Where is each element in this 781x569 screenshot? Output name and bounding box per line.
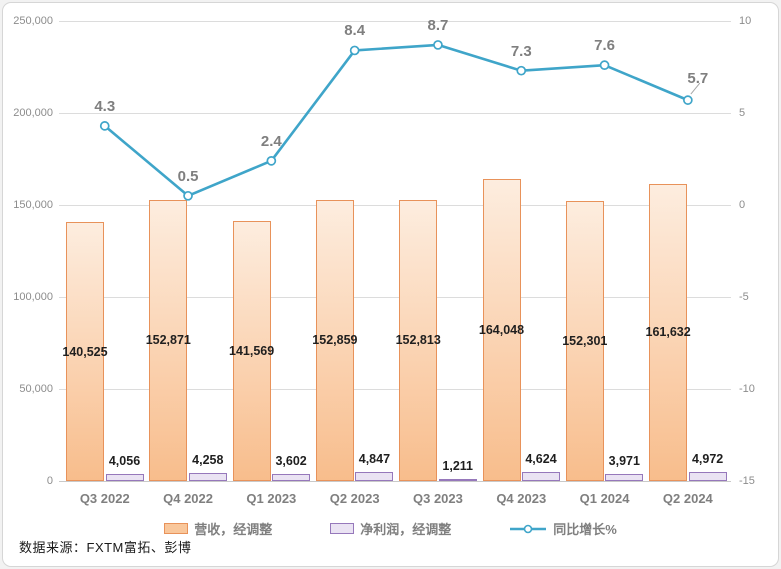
legend-item-profit: 净利润，经调整 xyxy=(330,519,451,538)
revenue-bar xyxy=(232,220,271,481)
profit-bar xyxy=(605,473,644,481)
x-axis-label: Q2 2024 xyxy=(662,491,713,506)
right-axis-tick: -10 xyxy=(739,382,755,395)
revenue-bar xyxy=(482,179,521,481)
profit-bar xyxy=(438,478,477,481)
right-axis-tick: 0 xyxy=(739,198,746,211)
gridline xyxy=(59,113,731,114)
gridline xyxy=(59,481,731,482)
growth-point-marker xyxy=(599,60,610,71)
growth-value-label: 5.7 xyxy=(687,70,709,88)
x-axis-label: Q1 2024 xyxy=(579,491,630,506)
x-axis-label: Q3 2022 xyxy=(79,491,130,506)
growth-value-label: 0.5 xyxy=(177,167,199,185)
revenue-value-label: 152,301 xyxy=(562,333,608,348)
profit-value-label: 4,258 xyxy=(192,453,224,468)
profit-value-label: 3,602 xyxy=(275,454,307,469)
left-axis-tick: 200,000 xyxy=(13,106,53,119)
left-axis-tick: 0 xyxy=(46,474,53,487)
growth-value-label: 8.4 xyxy=(344,22,366,40)
growth-value-label: 7.6 xyxy=(594,37,615,55)
x-axis-label: Q4 2022 xyxy=(163,491,213,506)
revenue-value-label: 152,871 xyxy=(145,333,191,348)
x-axis-label: Q3 2023 xyxy=(413,491,463,506)
revenue-value-label: 152,859 xyxy=(312,333,358,348)
growth-point-marker xyxy=(183,190,193,201)
profit-value-label: 4,056 xyxy=(108,453,141,468)
x-axis-label: Q2 2023 xyxy=(329,491,380,506)
profit-bar xyxy=(105,473,144,481)
x-axis-label: Q1 2023 xyxy=(246,491,297,506)
profit-value-label: 3,971 xyxy=(608,453,640,468)
gridline xyxy=(59,389,731,390)
revenue-bar xyxy=(565,200,604,481)
growth-point-marker xyxy=(682,95,693,105)
x-axis-label: Q4 2023 xyxy=(496,491,547,506)
right-axis-tick: -5 xyxy=(739,290,749,303)
revenue-swatch-icon xyxy=(164,523,189,534)
legend-item-revenue: 营收，经调整 xyxy=(164,519,272,538)
gridline xyxy=(59,21,731,22)
source-note: 数据来源：FXTM富拓、彭博 xyxy=(19,540,192,555)
left-axis-tick: 100,000 xyxy=(13,290,53,303)
growth-point-marker xyxy=(99,121,110,131)
revenue-value-label: 161,632 xyxy=(645,325,691,340)
profit-value-label: 4,972 xyxy=(691,451,724,466)
profit-bar xyxy=(522,472,560,481)
revenue-value-label: 164,048 xyxy=(478,323,525,338)
right-axis-tick: 10 xyxy=(739,14,752,27)
growth-value-label: 7.3 xyxy=(510,42,532,60)
growth-point-marker xyxy=(433,40,443,50)
line-marker-swatch-icon xyxy=(510,524,547,533)
revenue-bar xyxy=(315,199,354,481)
right-axis-tick: 5 xyxy=(739,106,746,119)
left-axis-tick: 150,000 xyxy=(13,198,53,211)
revenue-bar xyxy=(149,199,188,481)
profit-value-label: 4,624 xyxy=(525,452,557,467)
profit-bar xyxy=(272,474,311,481)
legend-item-growth: 同比增长% xyxy=(509,519,617,538)
profit-value-label: 4,847 xyxy=(358,452,391,467)
profit-swatch-icon xyxy=(330,523,355,534)
left-axis-tick: 250,000 xyxy=(13,14,53,27)
growth-point-marker xyxy=(516,65,527,76)
profit-bar xyxy=(355,472,394,481)
profit-bar xyxy=(688,471,727,481)
legend-label-growth: 同比增长% xyxy=(553,522,617,537)
revenue-value-label: 141,569 xyxy=(229,343,275,358)
growth-point-marker xyxy=(349,45,360,56)
revenue-value-label: 152,813 xyxy=(395,333,441,348)
gridline xyxy=(59,297,731,298)
growth-value-label: 8.7 xyxy=(427,16,449,34)
chart-legend: 营收，经调整 净利润，经调整 同比增长% xyxy=(3,519,778,538)
revenue-value-label: 140,525 xyxy=(62,344,108,359)
revenue-bar xyxy=(66,222,104,481)
profit-bar xyxy=(188,473,227,481)
gridline xyxy=(59,205,731,206)
revenue-bar xyxy=(399,199,438,481)
legend-label-profit: 净利润，经调整 xyxy=(360,522,452,537)
right-axis-tick: -15 xyxy=(739,474,755,487)
profit-value-label: 1,211 xyxy=(442,458,473,473)
revenue-bar xyxy=(649,183,688,481)
growth-point-marker xyxy=(266,155,277,166)
growth-value-label: 2.4 xyxy=(260,132,282,150)
legend-label-revenue: 营收，经调整 xyxy=(194,522,273,537)
growth-value-label: 4.3 xyxy=(94,97,116,115)
left-axis-tick: 50,000 xyxy=(19,382,53,395)
